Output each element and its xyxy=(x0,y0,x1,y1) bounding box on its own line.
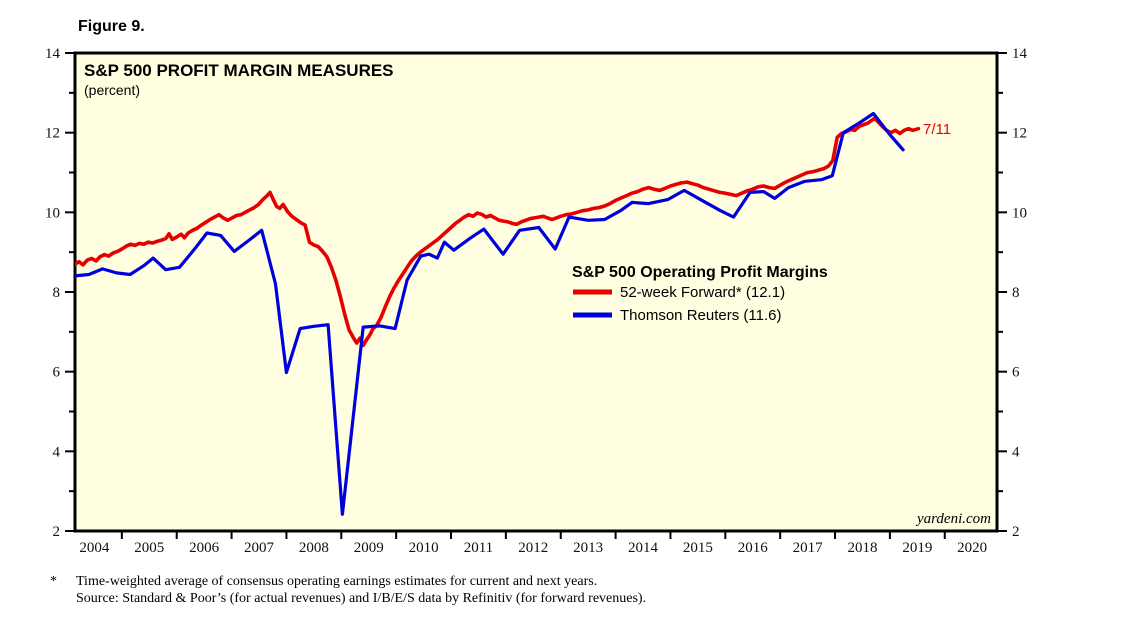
series-line-thomson-reuters xyxy=(75,111,905,516)
series-line-forward xyxy=(75,116,921,348)
footnote-line1: Time-weighted average of consensus opera… xyxy=(76,574,597,589)
axes-layer: 2 2 4 4 6 6 8 8 10 10 12 12 14 14 2004 2005 2006 2007 2008… xyxy=(45,46,1028,556)
x-axis-year-label: 2012 xyxy=(518,540,548,556)
x-axis-year-label: 2015 xyxy=(683,540,713,556)
series-layer xyxy=(75,111,921,516)
legend-label-thomson: Thomson Reuters (11.6) xyxy=(620,307,781,324)
x-axis-year-label: 2011 xyxy=(464,540,493,556)
x-axis-year-label: 2006 xyxy=(189,540,220,556)
footnote-marker: * xyxy=(50,574,57,589)
x-axis-year-label: 2004 xyxy=(79,540,110,556)
x-axis-year-label: 2010 xyxy=(409,540,439,556)
x-axis-year-label: 2018 xyxy=(847,540,877,556)
y-axis-label-left: 10 xyxy=(45,205,60,221)
chart-title: S&P 500 PROFIT MARGIN MEASURES xyxy=(84,61,394,80)
y-axis-label-left: 2 xyxy=(53,524,61,540)
x-axis-year-label: 2007 xyxy=(244,540,275,556)
footnotes: * Time-weighted average of consensus ope… xyxy=(50,574,646,606)
y-axis-label-right: 8 xyxy=(1012,285,1020,301)
y-axis-label-right: 6 xyxy=(1012,365,1020,381)
y-axis-label-right: 4 xyxy=(1012,444,1020,460)
watermark: yardeni.com xyxy=(915,511,991,527)
y-axis-label-left: 8 xyxy=(53,285,61,301)
x-axis-year-label: 2014 xyxy=(628,540,659,556)
legend: S&P 500 Operating Profit Margins 52-week… xyxy=(572,264,828,324)
y-axis-label-right: 10 xyxy=(1012,205,1027,221)
x-axis-year-label: 2017 xyxy=(793,540,824,556)
x-axis-year-label: 2016 xyxy=(738,540,769,556)
y-axis-label-right: 14 xyxy=(1012,46,1028,62)
x-axis-year-label: 2013 xyxy=(573,540,603,556)
x-axis-year-label: 2020 xyxy=(957,540,987,556)
y-axis-label-left: 6 xyxy=(53,365,61,381)
x-axis-year-label: 2008 xyxy=(299,540,329,556)
y-axis-label-left: 14 xyxy=(45,46,61,62)
legend-label-forward: 52-week Forward* (12.1) xyxy=(620,284,785,301)
y-axis-label-left: 12 xyxy=(45,126,60,142)
latest-value-annotation: 7/11 xyxy=(923,121,951,138)
y-axis-label-right: 2 xyxy=(1012,524,1020,540)
x-axis-year-label: 2005 xyxy=(134,540,164,556)
x-axis-year-label: 2019 xyxy=(902,540,932,556)
x-axis-year-label: 2009 xyxy=(354,540,384,556)
y-axis-label-left: 4 xyxy=(53,444,61,460)
chart-subtitle: (percent) xyxy=(84,82,140,98)
footnote-line2: Source: Standard & Poor’s (for actual re… xyxy=(76,591,646,606)
figure-label: Figure 9. xyxy=(78,18,145,35)
legend-heading: S&P 500 Operating Profit Margins xyxy=(572,264,828,281)
y-axis-label-right: 12 xyxy=(1012,126,1027,142)
